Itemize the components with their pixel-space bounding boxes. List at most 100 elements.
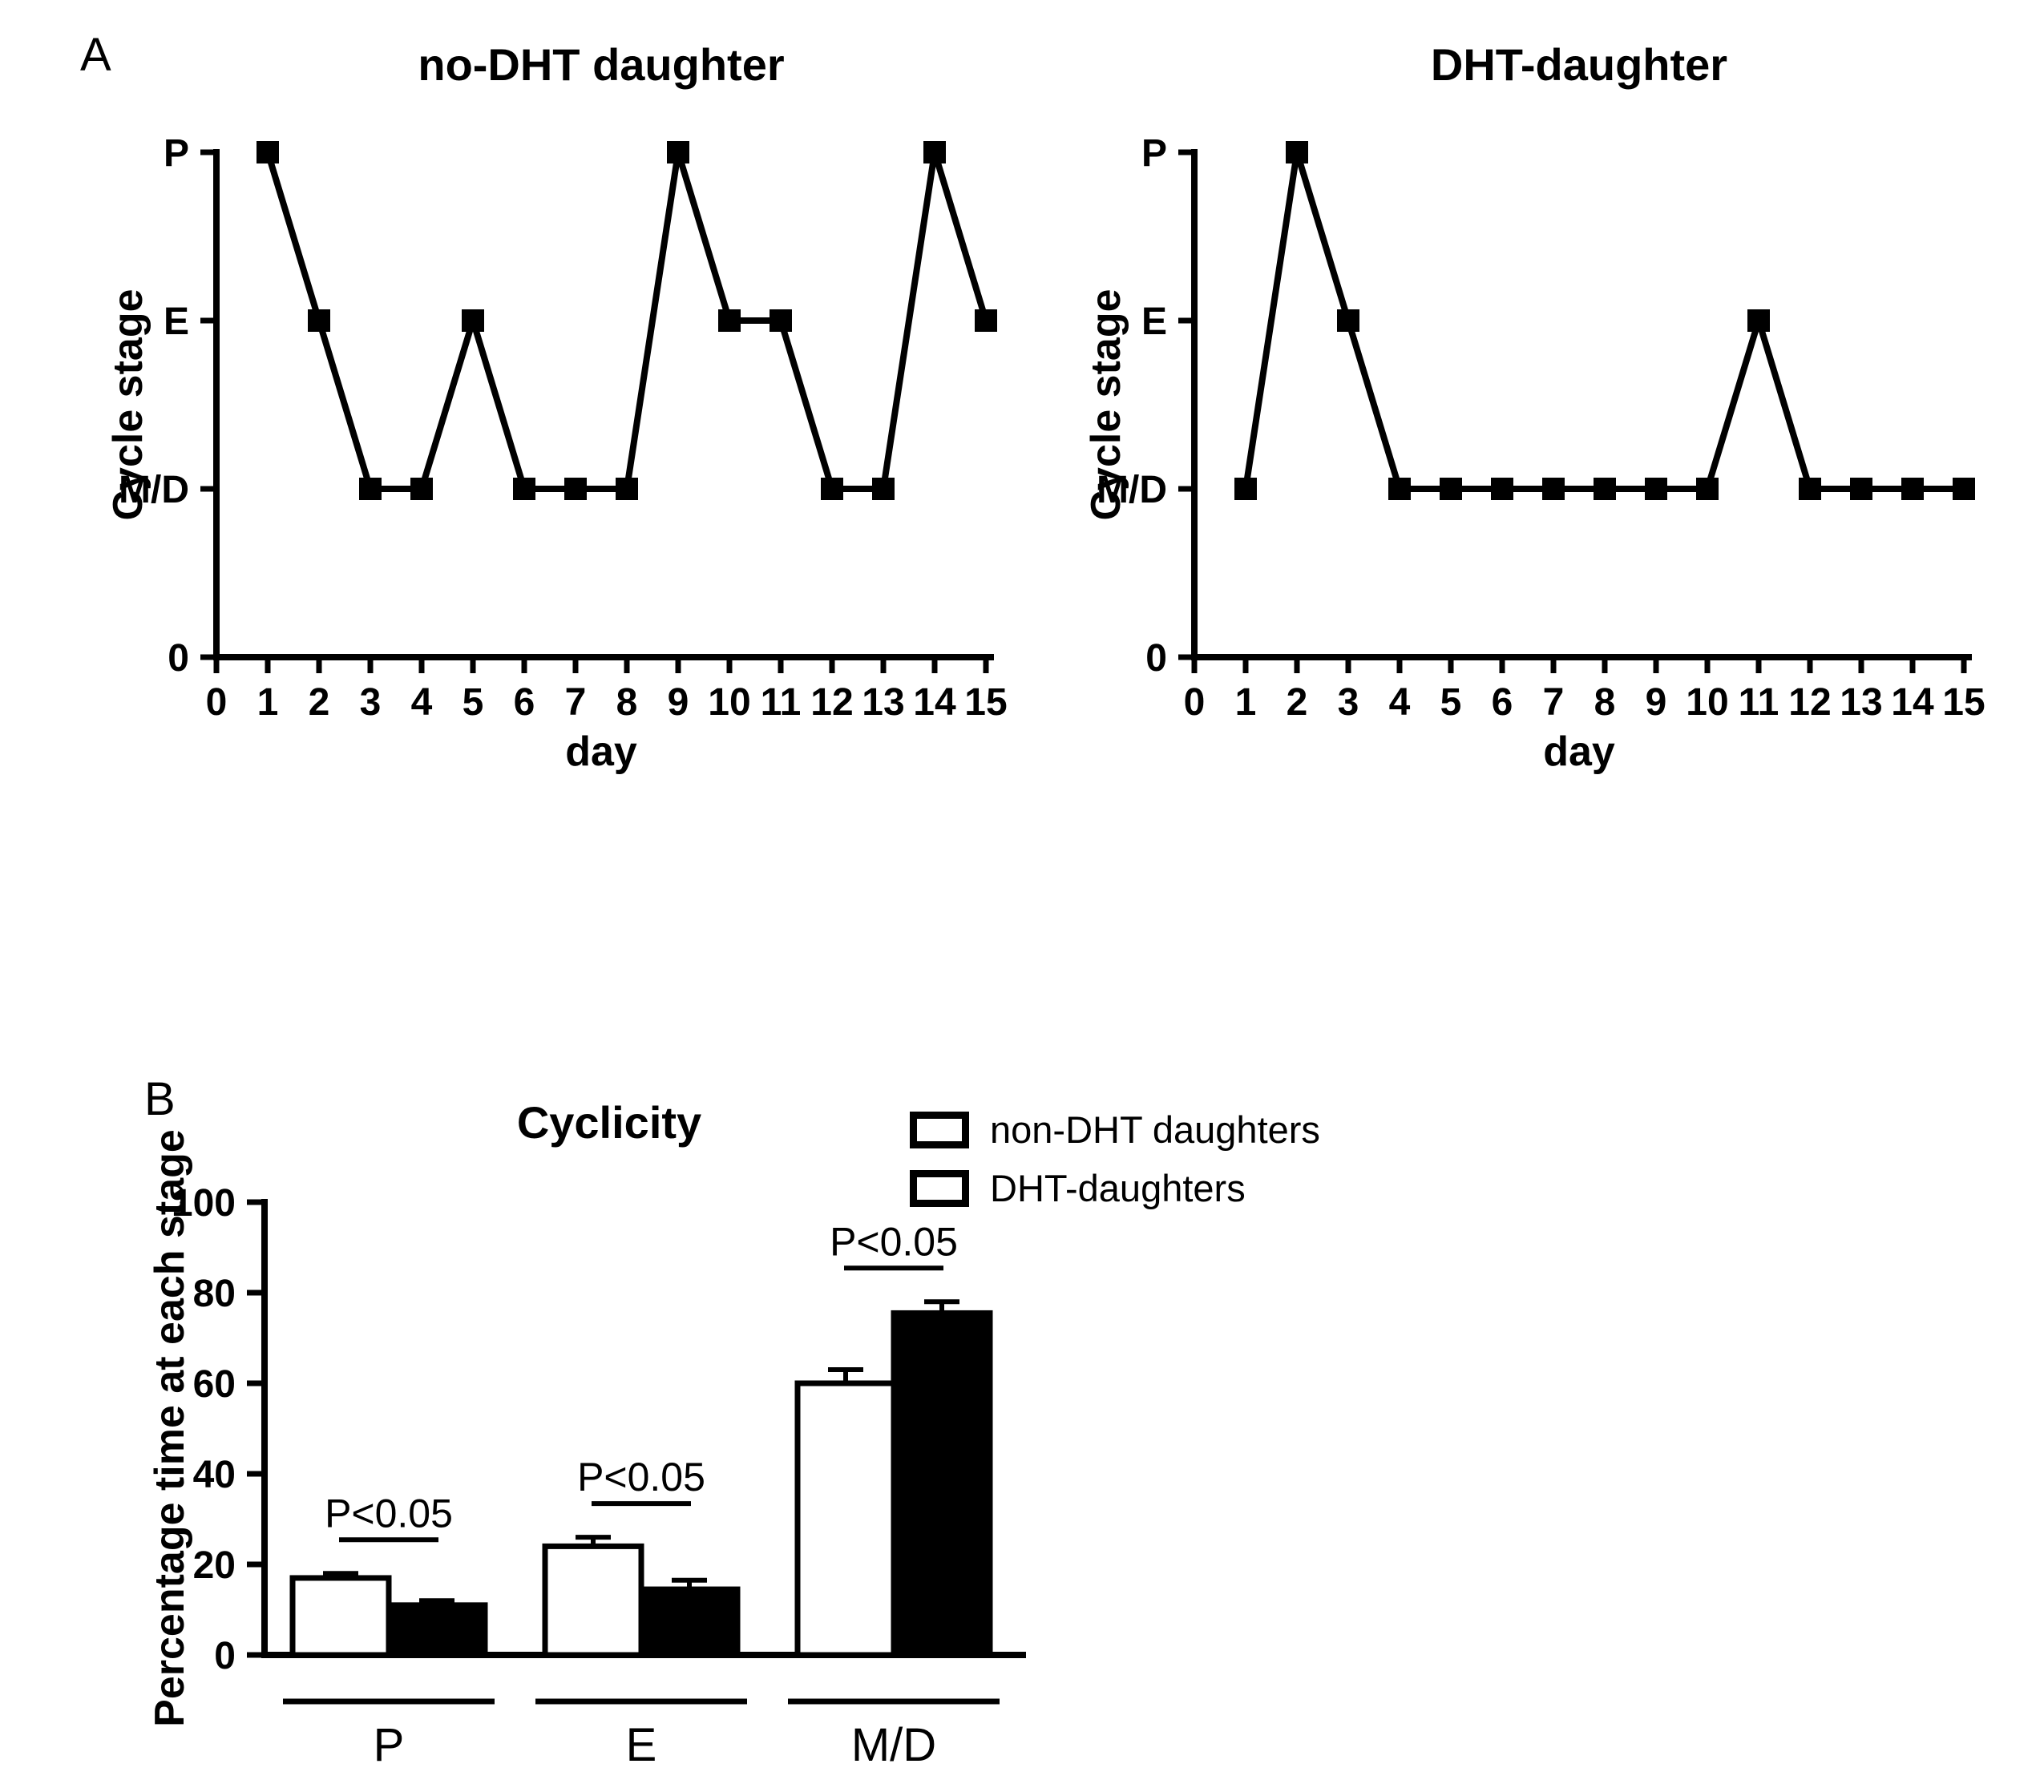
data-point-marker	[821, 478, 843, 500]
x-tick-label: 9	[1646, 681, 1667, 724]
y-tick-label: 80	[193, 1273, 236, 1315]
data-point-marker	[1799, 478, 1821, 500]
data-point-marker	[1440, 478, 1462, 500]
data-point-marker	[1645, 478, 1667, 500]
x-tick-label: 7	[565, 681, 587, 724]
x-tick-label: 11	[761, 681, 802, 724]
x-tick-label: 12	[1788, 681, 1831, 724]
chart-title: no-DHT daughter	[418, 39, 785, 90]
bar-E-series-1	[638, 1586, 741, 1658]
x-tick-label: 1	[257, 681, 279, 724]
bar-chart-cyclicity: B Cyclicity Percentage time at each stag…	[120, 1066, 1403, 1792]
legend-label: DHT-daughters	[990, 1167, 1246, 1209]
category-label: E	[626, 1719, 657, 1771]
x-tick-label: 4	[411, 681, 433, 724]
data-point-marker	[872, 478, 895, 500]
line-chart-no-dht-daughter: no-DHT daughter Cycle stage day 0 M/D E P 0 1…	[88, 24, 1018, 793]
panel-b-label: B	[144, 1073, 176, 1125]
y-tick-label: 0	[214, 1635, 236, 1677]
data-point-marker	[1337, 309, 1359, 332]
data-point-marker	[410, 478, 433, 500]
data-point-marker	[1388, 478, 1411, 500]
bar-E-series-0	[542, 1543, 644, 1658]
legend-swatch-non-dht-daughters	[910, 1111, 969, 1148]
legend: non-DHT daughters DHT-daughters	[910, 1108, 1320, 1210]
x-tick-label: 8	[616, 681, 638, 724]
data-point-marker	[1850, 478, 1872, 500]
bar-chart-svg: 0 20 40 60 80 100 P P<0.05 E P<0.05 M/D P<0.05	[172, 1182, 1026, 1771]
data-point-marker	[1901, 478, 1924, 500]
x-tick-label: 0	[1184, 681, 1206, 724]
y-tick-label: 0	[1145, 637, 1167, 680]
data-point-marker	[975, 309, 997, 332]
y-tick-label: 40	[193, 1454, 236, 1496]
y-tick-label: 0	[168, 637, 189, 680]
data-point-marker	[564, 478, 587, 500]
x-tick-label: 13	[862, 681, 904, 724]
bar-P-series-0	[289, 1575, 392, 1658]
legend-label: non-DHT daughters	[990, 1108, 1320, 1151]
x-tick-label: 14	[1891, 681, 1934, 724]
y-tick-label: 20	[193, 1544, 236, 1587]
x-tick-label: 7	[1543, 681, 1565, 724]
x-tick-label: 15	[964, 681, 1007, 724]
significance-label: P<0.05	[325, 1491, 453, 1536]
data-point-marker	[1286, 141, 1308, 163]
data-point-marker	[1594, 478, 1616, 500]
data-point-marker	[359, 478, 382, 500]
y-tick-label: 60	[193, 1363, 236, 1406]
x-tick-label: 10	[1686, 681, 1728, 724]
x-tick-label: 12	[810, 681, 853, 724]
data-point-marker	[667, 141, 689, 163]
x-tick-label: 5	[463, 681, 484, 724]
data-point-marker	[257, 141, 279, 163]
data-point-marker	[1696, 478, 1719, 500]
y-tick-label: 100	[172, 1182, 236, 1225]
data-point-marker	[1542, 478, 1565, 500]
data-point-marker	[1234, 478, 1257, 500]
x-tick-label: 4	[1389, 681, 1411, 724]
x-tick-label: 13	[1840, 681, 1882, 724]
x-axis-label: day	[1543, 729, 1615, 775]
x-tick-label: 3	[360, 681, 382, 724]
x-tick-label: 5	[1440, 681, 1462, 724]
y-tick-label: M/D	[119, 469, 189, 511]
data-point-marker	[1491, 478, 1513, 500]
bar-P-series-1	[386, 1602, 488, 1658]
x-tick-label: 0	[206, 681, 228, 724]
data-point-marker	[513, 478, 535, 500]
data-point-marker	[616, 478, 638, 500]
legend-item-non-dht-daughters: non-DHT daughters	[910, 1108, 1320, 1152]
chart-title: DHT-daughter	[1430, 39, 1728, 90]
x-tick-label: 2	[309, 681, 330, 724]
x-axis-label: day	[565, 729, 637, 775]
y-tick-label: P	[1141, 132, 1167, 175]
category-label: M/D	[851, 1719, 936, 1771]
data-point-marker	[718, 309, 741, 332]
data-point-marker	[308, 309, 330, 332]
x-tick-label: 6	[1492, 681, 1513, 724]
legend-item-dht-daughters: DHT-daughters	[910, 1166, 1320, 1210]
x-tick-label: 10	[708, 681, 750, 724]
line-chart-dht-daughter: DHT-daughter Cycle stage day 0 M/D E P 0 1 2 3 4…	[1066, 24, 1996, 793]
data-point-marker	[462, 309, 484, 332]
category-label: P	[374, 1719, 405, 1771]
x-tick-label: 6	[514, 681, 535, 724]
data-line	[265, 151, 989, 492]
x-tick-label: 2	[1287, 681, 1308, 724]
bar-M/D-series-0	[794, 1380, 897, 1658]
data-point-marker	[770, 309, 792, 332]
panel-a-label: A	[80, 29, 111, 81]
y-tick-label: E	[1141, 301, 1167, 343]
significance-label: P<0.05	[830, 1219, 958, 1264]
data-point-marker	[923, 141, 946, 163]
y-tick-label: M/D	[1097, 469, 1167, 511]
x-tick-label: 14	[913, 681, 956, 724]
bar-M/D-series-1	[891, 1310, 993, 1658]
legend-swatch-dht-daughters	[910, 1169, 969, 1207]
x-tick-label: 1	[1235, 681, 1257, 724]
x-tick-label: 9	[668, 681, 689, 724]
